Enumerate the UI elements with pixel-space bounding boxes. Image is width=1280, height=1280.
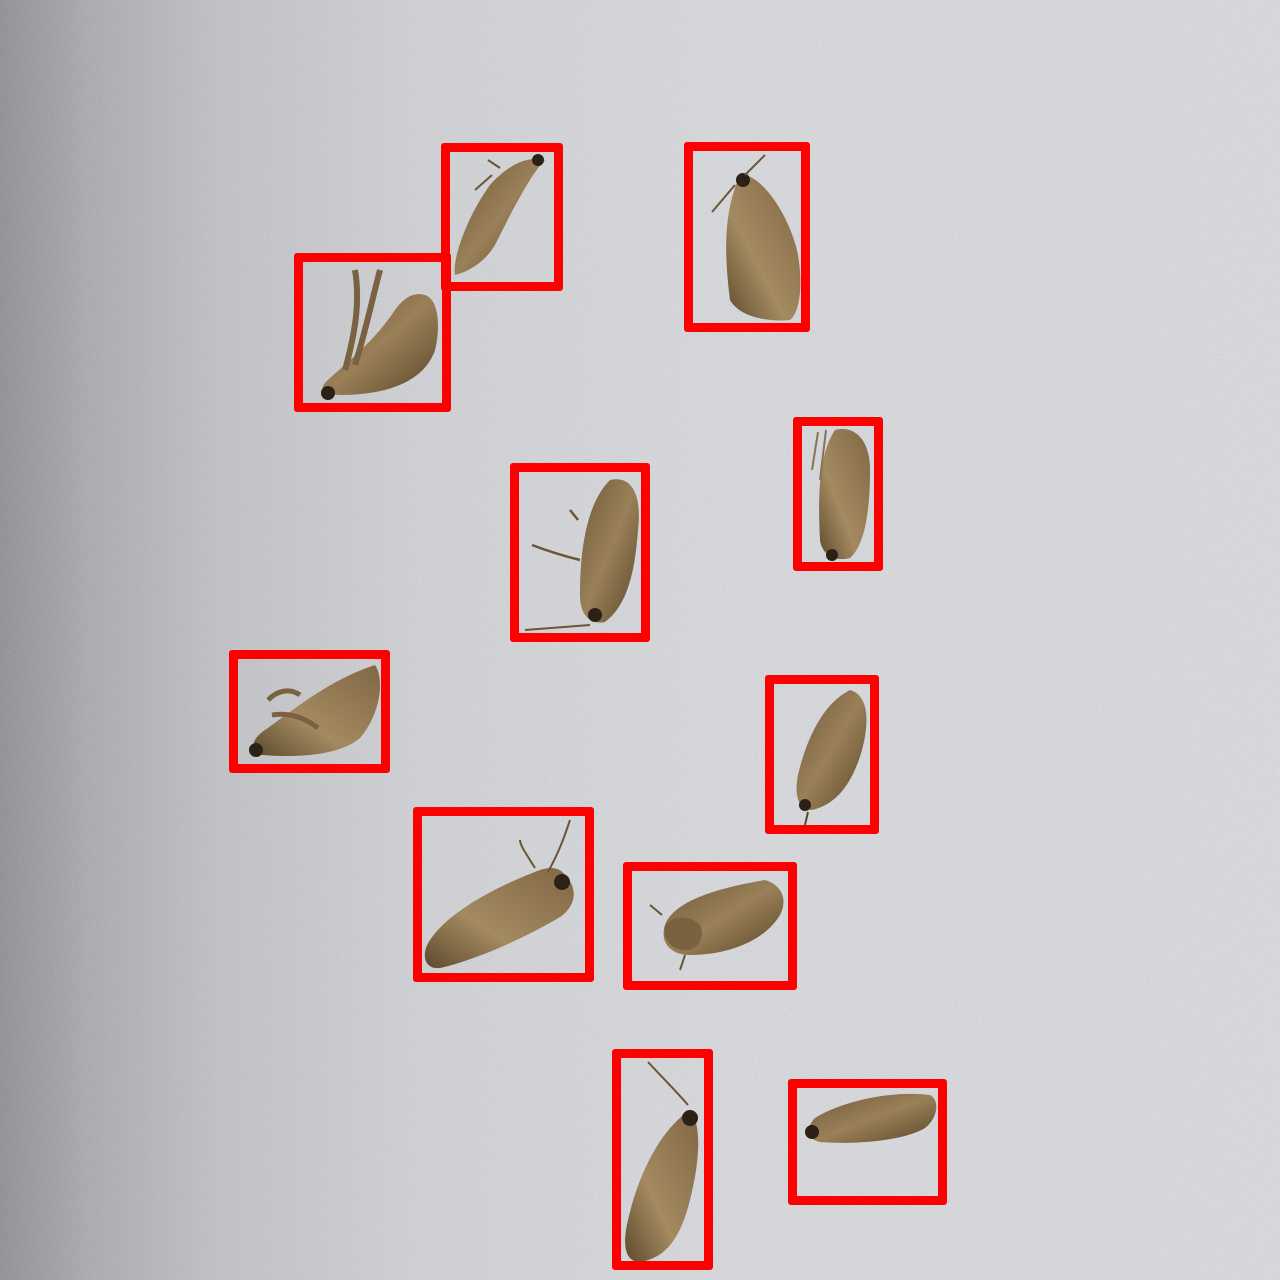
moth-2 <box>711 154 801 321</box>
detection-box-1 <box>441 143 563 291</box>
moth-10 <box>625 1061 699 1262</box>
detection-box-6 <box>229 650 390 773</box>
detection-box-10 <box>612 1049 713 1270</box>
detection-box-3 <box>294 253 451 412</box>
moth-3 <box>321 269 438 400</box>
moth-8 <box>424 819 574 969</box>
detection-box-7 <box>765 675 879 834</box>
detection-box-8 <box>413 807 594 982</box>
detection-box-2 <box>684 142 810 332</box>
moth-5 <box>524 479 639 631</box>
moth-4 <box>811 429 870 561</box>
moth-7 <box>796 690 867 826</box>
moth-9 <box>649 880 784 971</box>
moth-1 <box>454 154 545 275</box>
detection-box-4 <box>793 417 883 571</box>
detection-box-5 <box>510 463 650 642</box>
moth-6 <box>249 665 380 757</box>
moth-11 <box>805 1093 937 1143</box>
detection-box-11 <box>788 1079 947 1205</box>
detection-box-9 <box>623 862 797 990</box>
